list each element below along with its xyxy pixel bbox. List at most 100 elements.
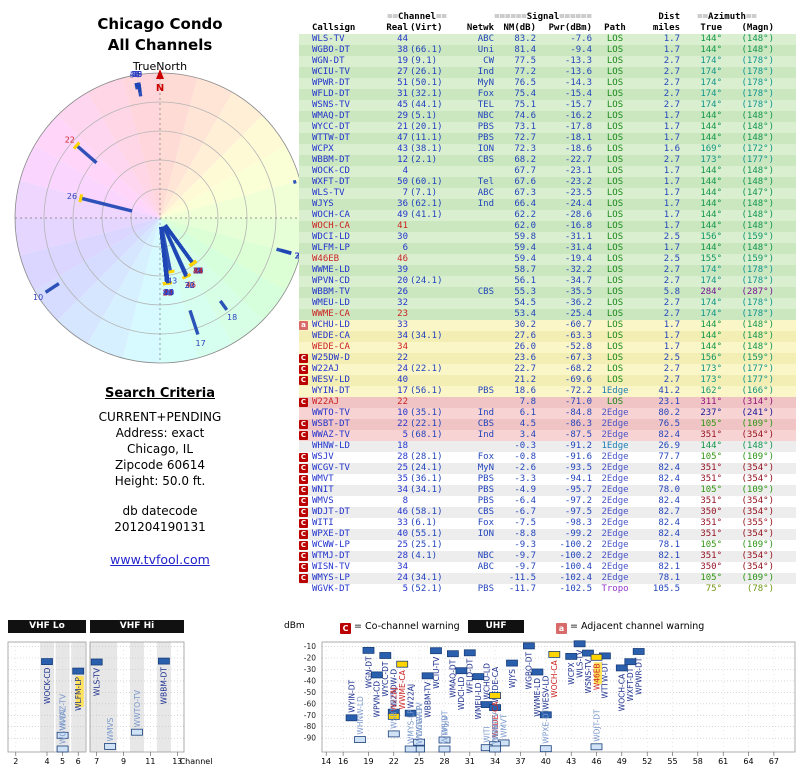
svg-text:WTMJ-DT: WTMJ-DT: [440, 710, 449, 744]
svg-text:46: 46: [591, 757, 601, 766]
table-row: C WMVT 35 (36.1) PBS -3.3 -94.1 2Edge 82…: [299, 474, 796, 485]
svg-text:19: 19: [163, 288, 173, 297]
search-criteria-lines: CURRENT+PENDING Address: exact Chicago, IL…: [40, 409, 280, 489]
co-channel-warning-icon: C: [299, 398, 308, 407]
svg-text:WWTO-TV: WWTO-TV: [133, 689, 142, 727]
table-row: C WSBT-DT 22 (22.1) CBS 4.5 -86.3 2Edge …: [299, 419, 796, 430]
svg-text:31: 31: [163, 288, 173, 297]
criteria-line: Chicago, IL: [126, 442, 194, 456]
svg-text:WYCC-DT: WYCC-DT: [381, 661, 390, 697]
co-channel-warning-icon: C: [299, 354, 308, 363]
svg-text:WWME-LD: WWME-LD: [533, 678, 542, 717]
svg-text:43: 43: [566, 757, 576, 766]
true-north-label: TrueNorth: [132, 60, 188, 73]
table-row: WTTW-DT 47 (11.1) PBS 72.7 -18.1 LOS 1.7…: [299, 133, 796, 144]
svg-text:34: 34: [490, 757, 500, 766]
table-row: C WESV-LD 40 21.2 -69.6 LOS 2.7 173° (17…: [299, 375, 796, 386]
legend-adjacent-channel: a = Adjacent channel warning: [556, 620, 704, 634]
table-row: C WPXE-DT 40 (55.1) ION -8.8 -99.2 2Edge…: [299, 529, 796, 540]
co-channel-warning-icon: C: [299, 497, 308, 506]
table-row: WPVN-CD 20 (24.1) 56.1 -34.7 LOS 2.7 174…: [299, 276, 796, 287]
svg-text:WLS-TV: WLS-TV: [93, 667, 102, 696]
svg-text:19: 19: [363, 757, 373, 766]
table-row: C W25DW-D 22 23.6 -67.3 LOS 2.5 156° (15…: [299, 353, 796, 364]
svg-text:WOCK-CD: WOCK-CD: [43, 667, 52, 704]
table-row: WSNS-TV 45 (44.1) TEL 75.1 -15.7 LOS 2.7…: [299, 100, 796, 111]
svg-text:-70: -70: [304, 711, 316, 720]
svg-text:WNIT: WNIT: [491, 719, 500, 739]
svg-text:33: 33: [132, 70, 142, 79]
legend-co-text: = Co-channel warning: [354, 621, 460, 632]
svg-text:WPXE-DT: WPXE-DT: [542, 708, 551, 743]
svg-text:58: 58: [693, 757, 703, 766]
table-row: WGBO-DT 38 (66.1) Uni 81.4 -9.4 LOS 1.7 …: [299, 45, 796, 56]
table-row: C WDJT-DT 46 (58.1) CBS -6.7 -97.5 2Edge…: [299, 507, 796, 518]
svg-text:49: 49: [193, 267, 203, 276]
table-row: WWME-CA 23 53.4 -25.4 LOS 2.7 174° (178°…: [299, 309, 796, 320]
svg-text:WJYS: WJYS: [508, 669, 517, 688]
table-row: WLS-TV 44 ABC 83.2 -7.6 LOS 1.7 144° (14…: [299, 34, 796, 45]
svg-text:WOCH-CA: WOCH-CA: [618, 673, 627, 711]
co-channel-warning-icon: C: [299, 530, 308, 539]
svg-text:14: 14: [321, 757, 331, 766]
svg-text:29: 29: [193, 267, 203, 276]
svg-text:30: 30: [185, 281, 195, 290]
svg-text:WSNS-TV: WSNS-TV: [584, 658, 593, 693]
svg-text:WLFM-LP: WLFM-LP: [74, 677, 83, 711]
svg-text:31: 31: [465, 757, 475, 766]
svg-text:22: 22: [389, 757, 399, 766]
station-table: ==Channel== ======Signal====== Dist ==Az…: [299, 12, 796, 595]
svg-text:16: 16: [338, 757, 348, 766]
table-row: WEDE-CA 34 26.0 -52.8 LOS 1.7 144° (148°…: [299, 342, 796, 353]
svg-text:WESV-LD: WESV-LD: [542, 675, 551, 709]
db-datecode-label: db datecode: [122, 504, 198, 518]
svg-text:8: 8: [135, 70, 140, 79]
svg-text:-50: -50: [304, 688, 316, 697]
criteria-line: Height: 50.0 ft.: [114, 474, 206, 488]
svg-text:WBBM-TV: WBBM-TV: [423, 681, 432, 718]
svg-text:36: 36: [193, 267, 203, 276]
table-group-header: ==Channel== ======Signal====== Dist ==Az…: [387, 12, 757, 22]
co-channel-warning-icon: C: [299, 431, 308, 440]
table-row: WOCH-CA 49 (41.1) 62.2 -28.6 LOS 1.7 144…: [299, 210, 796, 221]
svg-text:WFLD-DT: WFLD-DT: [466, 658, 475, 693]
table-row: WBBM-TV 26 CBS 55.3 -35.5 LOS 5.8 284° (…: [299, 287, 796, 298]
svg-text:67: 67: [769, 757, 779, 766]
table-row: C WSJV 28 (28.1) Fox -0.8 -91.6 2Edge 77…: [299, 452, 796, 463]
svg-text:6: 6: [196, 267, 201, 276]
svg-text:34: 34: [130, 70, 140, 79]
svg-text:22: 22: [185, 281, 195, 290]
table-row: WBBM-DT 12 (2.1) CBS 68.2 -22.7 LOS 2.7 …: [299, 155, 796, 166]
table-row: WGN-DT 19 (9.1) CW 77.5 -13.3 LOS 2.7 17…: [299, 56, 796, 67]
search-criteria: Search Criteria CURRENT+PENDING Address: …: [40, 386, 280, 535]
svg-text:WSBT-DT: WSBT-DT: [390, 694, 399, 729]
svg-text:WTTW-DT: WTTW-DT: [601, 661, 610, 698]
svg-text:32: 32: [163, 288, 173, 297]
adjacent-channel-warning-icon: a: [556, 623, 567, 634]
svg-text:9: 9: [121, 757, 126, 766]
table-row: C WISN-TV 34 ABC -9.7 -100.4 2Edge 82.1 …: [299, 562, 796, 573]
svg-text:17: 17: [196, 339, 206, 348]
svg-text:WCPX: WCPX: [567, 662, 576, 684]
svg-text:4: 4: [196, 267, 201, 276]
table-row: WYIN-DT 17 (56.1) PBS 18.6 -72.2 1Edge 4…: [299, 386, 796, 397]
co-channel-warning-icon: C: [299, 486, 308, 495]
table-row: WPWR-DT 51 (50.1) MyN 76.5 -14.3 LOS 2.7…: [299, 78, 796, 89]
svg-text:23: 23: [163, 288, 173, 297]
svg-text:WITI: WITI: [483, 726, 492, 742]
table-row: C WTMJ-DT 28 (4.1) NBC -9.7 -100.2 2Edge…: [299, 551, 796, 562]
legend-co-channel: C = Co-channel warning: [340, 620, 460, 634]
tvfool-link[interactable]: www.tvfool.com: [110, 552, 210, 567]
co-channel-warning-icon: C: [299, 365, 308, 374]
table-row: WHNW-LD 18 -0.3 -91.2 1Edge 26.9 144° (1…: [299, 441, 796, 452]
svg-text:WXFT-DT: WXFT-DT: [626, 667, 635, 701]
svg-text:6: 6: [76, 757, 81, 766]
table-row: C WMYS-LP 24 (34.1) -11.5 -102.4 2Edge 7…: [299, 573, 796, 584]
table-row: WYCC-DT 21 (20.1) PBS 73.1 -17.8 LOS 1.7…: [299, 122, 796, 133]
table-row: WMAQ-DT 29 (5.1) NBC 74.6 -16.2 LOS 1.7 …: [299, 111, 796, 122]
co-channel-warning-icon: C: [299, 574, 308, 583]
table-row: WCIU-TV 27 (26.1) Ind 77.2 -13.6 LOS 2.7…: [299, 67, 796, 78]
table-row: WGVK-DT 5 (52.1) PBS -11.7 -102.5 Tropo …: [299, 584, 796, 595]
radar-plot: 4438192751314529214743124507364941306463…: [14, 69, 306, 364]
band-vhf-lo: VHF Lo: [8, 620, 86, 633]
